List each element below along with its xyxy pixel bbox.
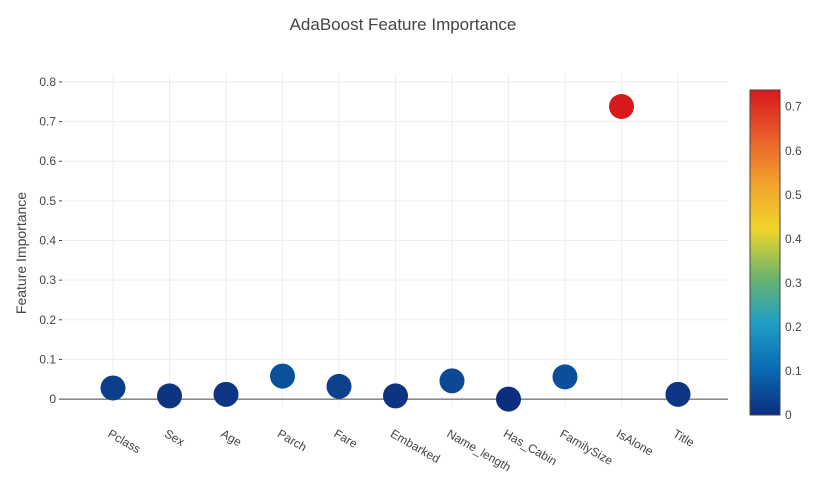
y-tick-label: 0.3 [39,273,56,287]
y-tick-label: 0 [49,392,56,406]
data-point[interactable] [213,381,239,407]
colorbar: 0 0.1 0.2 0.3 0.4 0.5 0.6 0.7 [749,89,802,422]
colorbar-tick-label: 0.4 [785,232,802,246]
data-point[interactable] [552,364,578,390]
x-tick-label: Age [219,426,245,449]
data-points [100,94,691,412]
colorbar-gradient [749,89,781,416]
x-tick-label: IsAlone [614,426,656,458]
data-point[interactable] [100,375,126,401]
colorbar-tick-label: 0.1 [785,364,802,378]
y-axis-ticks: 0 0.1 0.2 0.3 0.4 0.5 0.6 0.7 0.8 [39,75,62,406]
data-point[interactable] [665,381,691,407]
colorbar-tick-label: 0.5 [785,188,802,202]
x-axis-ticks: Pclass Sex Age Parch Fare Embarked Name_length… [106,426,698,474]
grid-lines [62,74,728,407]
x-tick-label: Title [671,426,698,449]
data-point[interactable] [270,363,295,389]
data-point[interactable] [326,373,352,399]
colorbar-tick-label: 0.3 [785,276,802,290]
y-tick-label: 0.8 [39,75,56,89]
chart-title: AdaBoost Feature Importance [290,15,517,34]
x-tick-label: Parch [275,426,309,454]
data-point[interactable] [157,383,182,409]
y-tick-label: 0.1 [39,352,56,366]
data-point[interactable] [439,368,465,394]
colorbar-tick-label: 0.6 [785,144,802,158]
x-tick-label: Pclass [106,426,144,456]
x-tick-label: FamilySize [558,426,616,468]
colorbar-tick-label: 0 [785,408,792,422]
x-tick-label: Embarked [388,426,442,465]
y-tick-label: 0.7 [39,115,56,129]
data-point[interactable] [496,386,521,412]
y-tick-label: 0.5 [39,194,56,208]
data-point[interactable] [383,383,408,409]
x-tick-label: Fare [332,426,361,451]
y-tick-label: 0.2 [39,313,56,327]
colorbar-tick-label: 0.2 [785,320,802,334]
x-tick-label: Sex [162,426,187,448]
y-axis-label: Feature Importance [13,192,29,314]
y-tick-label: 0.6 [39,154,56,168]
y-tick-label: 0.4 [39,234,56,248]
data-point[interactable] [609,94,634,120]
colorbar-tick-label: 0.7 [785,100,802,114]
